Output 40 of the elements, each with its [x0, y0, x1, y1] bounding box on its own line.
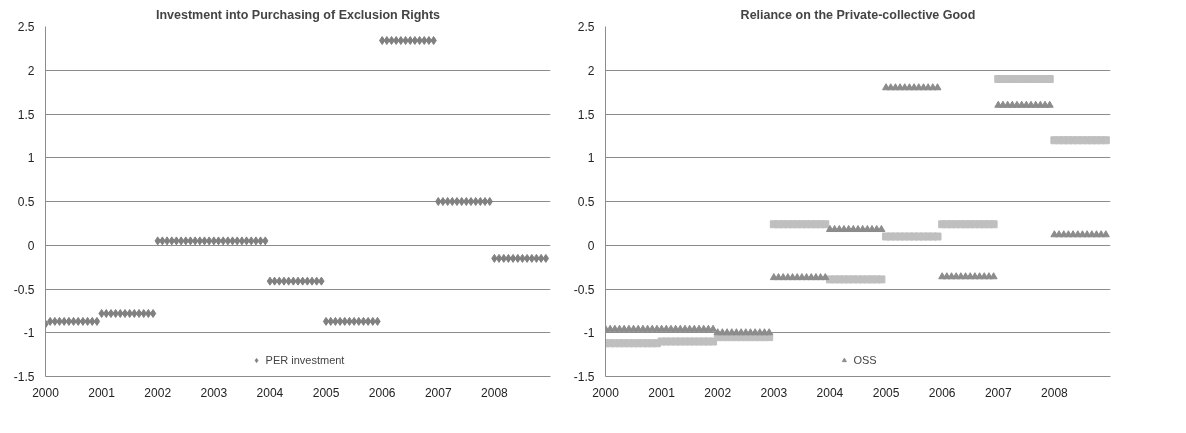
- y-tick-label: 0.5: [577, 195, 595, 209]
- y-tick-label: 0: [27, 238, 35, 253]
- x-tick-label: 2005: [312, 385, 340, 400]
- y-tick-label: 1: [27, 151, 35, 166]
- x-tick-label: 2006: [368, 385, 396, 400]
- y-tick-label: 2.5: [17, 20, 35, 34]
- x-tick-label: 2008: [481, 385, 509, 400]
- x-tick-label: 2001: [88, 385, 116, 400]
- x-tick-label: 2004: [256, 385, 284, 400]
- y-tick-label: 2.5: [577, 20, 595, 34]
- y-tick-label: 1.5: [577, 107, 595, 122]
- x-tick-label: 2008: [1041, 385, 1069, 400]
- y-tick-label: 0.5: [17, 195, 35, 209]
- y-tick-label: -1.5: [573, 370, 595, 384]
- x-tick-label: 2002: [704, 385, 732, 400]
- legend-label: OSS: [853, 354, 877, 366]
- y-tick-label: -1: [23, 326, 35, 341]
- y-tick-label: 1.5: [17, 107, 35, 122]
- x-tick-label: 2007: [984, 385, 1012, 400]
- x-tick-label: 2005: [872, 385, 900, 400]
- x-tick-label: 2007: [424, 385, 452, 400]
- y-tick-label: 0: [587, 238, 595, 253]
- x-tick-label: 2002: [144, 385, 172, 400]
- y-tick-label: 2: [27, 63, 35, 78]
- chart-title: Investment into Purchasing of Exclusion Rights: [155, 7, 441, 22]
- x-tick-label: 2000: [592, 385, 620, 400]
- y-tick-label: 2: [587, 63, 595, 78]
- x-tick-label: 2004: [816, 385, 844, 400]
- legend-label: PER investment: [265, 354, 345, 366]
- y-tick-label: -0.5: [573, 282, 595, 297]
- x-tick-label: 2000: [32, 385, 60, 400]
- y-tick-label: -1.5: [13, 370, 35, 384]
- x-tick-label: 2006: [928, 385, 956, 400]
- x-tick-label: 2001: [648, 385, 676, 400]
- chart-title: Reliance on the Private-collective Good: [740, 7, 976, 22]
- x-tick-label: 2003: [200, 385, 228, 400]
- y-tick-label: -1: [583, 326, 595, 341]
- y-tick-label: -0.5: [13, 282, 35, 297]
- x-tick-label: 2003: [760, 385, 788, 400]
- y-tick-label: 1: [587, 151, 595, 166]
